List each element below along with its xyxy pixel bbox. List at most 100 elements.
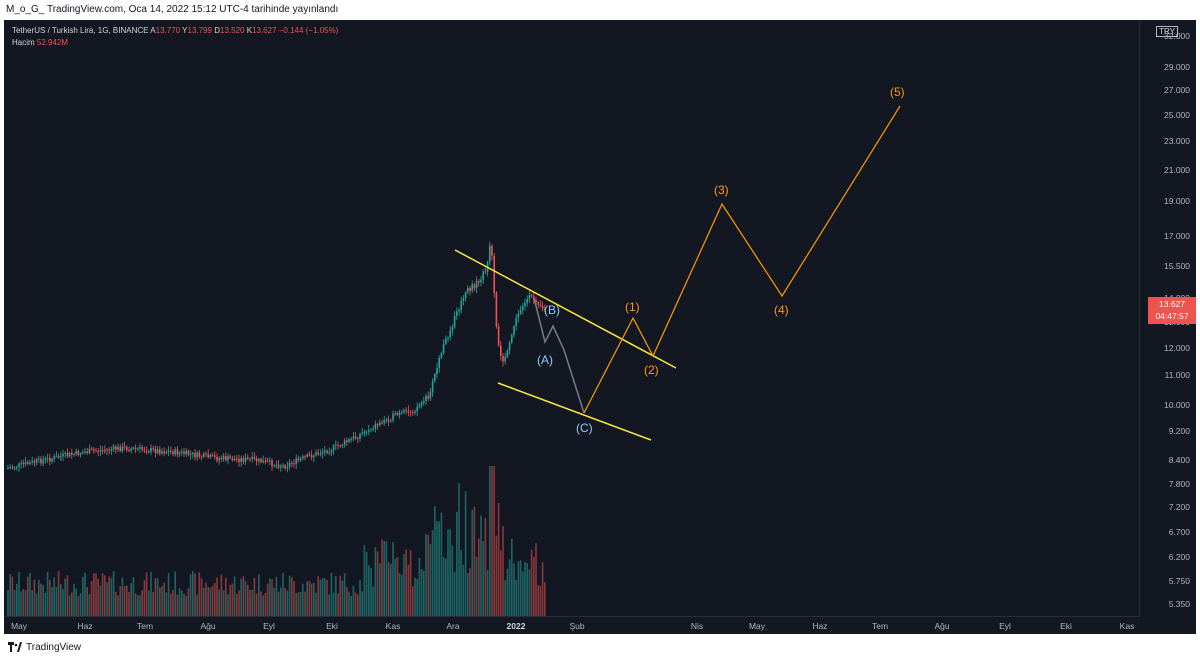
candle-body	[244, 457, 247, 462]
candle-body	[284, 465, 286, 469]
price-axis[interactable]: TRY 32.000 29.000 27.000 25.000 23.000 21.000…	[1139, 20, 1196, 616]
volume-bar	[165, 592, 168, 616]
volume-bar	[66, 575, 69, 616]
price-plot[interactable]: (B) (A) (C) (1) (2) (3) (4) (5)	[4, 20, 1140, 616]
candle-body	[482, 271, 484, 280]
volume-bar	[273, 587, 275, 616]
time-tick: 2022	[506, 621, 526, 631]
candle-body	[310, 455, 313, 458]
volume-bar	[326, 580, 328, 616]
volume-bar	[310, 583, 313, 616]
chart-pane[interactable]: (B) (A) (C) (1) (2) (3) (4) (5) TetherUS…	[4, 20, 1196, 634]
volume-bar	[225, 577, 227, 616]
volume-bar	[348, 591, 350, 616]
volume-bar	[55, 587, 58, 616]
publish-info: M_o_G_ TradingView.com, Oca 14, 2022 15:…	[6, 4, 339, 15]
candle-body	[491, 245, 493, 256]
volume-bar	[198, 572, 201, 616]
volume-bar	[304, 591, 306, 616]
candle-body	[412, 412, 414, 414]
candle-body	[137, 448, 139, 450]
candle-body	[172, 451, 174, 455]
volume-label[interactable]: Hacim	[12, 38, 35, 47]
channel-upper-line[interactable]	[454, 249, 677, 369]
channel-lower-line[interactable]	[497, 382, 652, 441]
candle-body	[75, 450, 77, 454]
volume-bar	[93, 573, 95, 616]
volume-bar	[24, 590, 27, 616]
candle-body	[73, 453, 75, 455]
correction-path[interactable]	[533, 297, 585, 414]
volume-bar	[148, 590, 150, 616]
volume-bar	[134, 593, 137, 616]
volume-bar	[86, 587, 88, 616]
volume-bar	[357, 594, 359, 616]
candle-body	[445, 338, 447, 345]
candle-body	[231, 458, 234, 461]
candle-body	[271, 460, 273, 467]
volume-bar	[161, 586, 163, 616]
candle-body	[236, 458, 238, 460]
symbol-name[interactable]: TetherUS / Turkish Lira, 1G, BINANCE	[12, 26, 149, 35]
volume-bar	[449, 529, 451, 616]
volume-bar	[106, 582, 108, 616]
candle-body	[467, 288, 469, 293]
volume-bar	[132, 577, 135, 616]
candle-body	[211, 454, 214, 456]
volume-bar	[244, 581, 247, 616]
candle-body	[55, 456, 58, 458]
volume-bar	[29, 572, 31, 616]
volume-bar	[379, 563, 381, 616]
impulse-wave-path[interactable]	[583, 105, 901, 414]
candle-body	[449, 330, 451, 338]
candle-body	[475, 280, 478, 289]
candle-body	[214, 455, 216, 457]
volume-bar	[216, 577, 218, 616]
volume-bar	[330, 573, 333, 616]
time-tick: Nis	[690, 621, 704, 631]
candle-body	[526, 298, 528, 303]
candle-body	[321, 452, 324, 454]
candle-body	[220, 458, 223, 460]
price-tick: 5.750	[1168, 576, 1190, 586]
volume-bar	[79, 593, 82, 616]
volume-value: 52.942M	[36, 38, 69, 47]
candle-body	[277, 464, 280, 468]
volume-bar	[486, 570, 489, 616]
volume-bar	[537, 585, 539, 616]
volume-bar	[513, 563, 515, 616]
wave-label-4: (4)	[774, 303, 789, 317]
volume-bar	[163, 582, 165, 616]
candle-body	[264, 460, 267, 462]
volume-bar	[293, 581, 295, 616]
candle-body	[99, 450, 102, 452]
candle-body	[478, 280, 480, 283]
time-axis[interactable]: May Haz Tem Ağu Eyl Eki Kas Ara 2022 Şub Nis May Haz…	[4, 616, 1140, 634]
volume-bar	[401, 574, 403, 616]
candle-body	[165, 452, 168, 454]
candle-body	[249, 458, 251, 460]
candle-body	[390, 420, 392, 422]
volume-bar	[126, 585, 128, 616]
candle-body	[247, 457, 249, 459]
candle-body	[414, 411, 416, 413]
volume-bar	[453, 572, 456, 616]
candle-body	[132, 447, 135, 449]
candle-body	[511, 334, 513, 343]
candle-body	[35, 459, 38, 463]
candle-body	[115, 446, 117, 450]
volume-bar	[128, 591, 130, 616]
candle-body	[383, 420, 385, 424]
volume-bar	[18, 571, 20, 616]
candle-body	[9, 467, 11, 469]
volume-bar	[9, 574, 11, 616]
price-tick: 12.000	[1164, 343, 1190, 353]
time-tick: Ağu	[200, 621, 216, 631]
candle-body	[442, 344, 445, 354]
candle-body	[462, 298, 465, 301]
volume-bar	[528, 569, 531, 616]
volume-bar	[297, 592, 300, 616]
candle-body	[308, 454, 311, 456]
currency-badge[interactable]: TRY	[1156, 26, 1178, 37]
price-tick: 9.200	[1168, 426, 1190, 436]
